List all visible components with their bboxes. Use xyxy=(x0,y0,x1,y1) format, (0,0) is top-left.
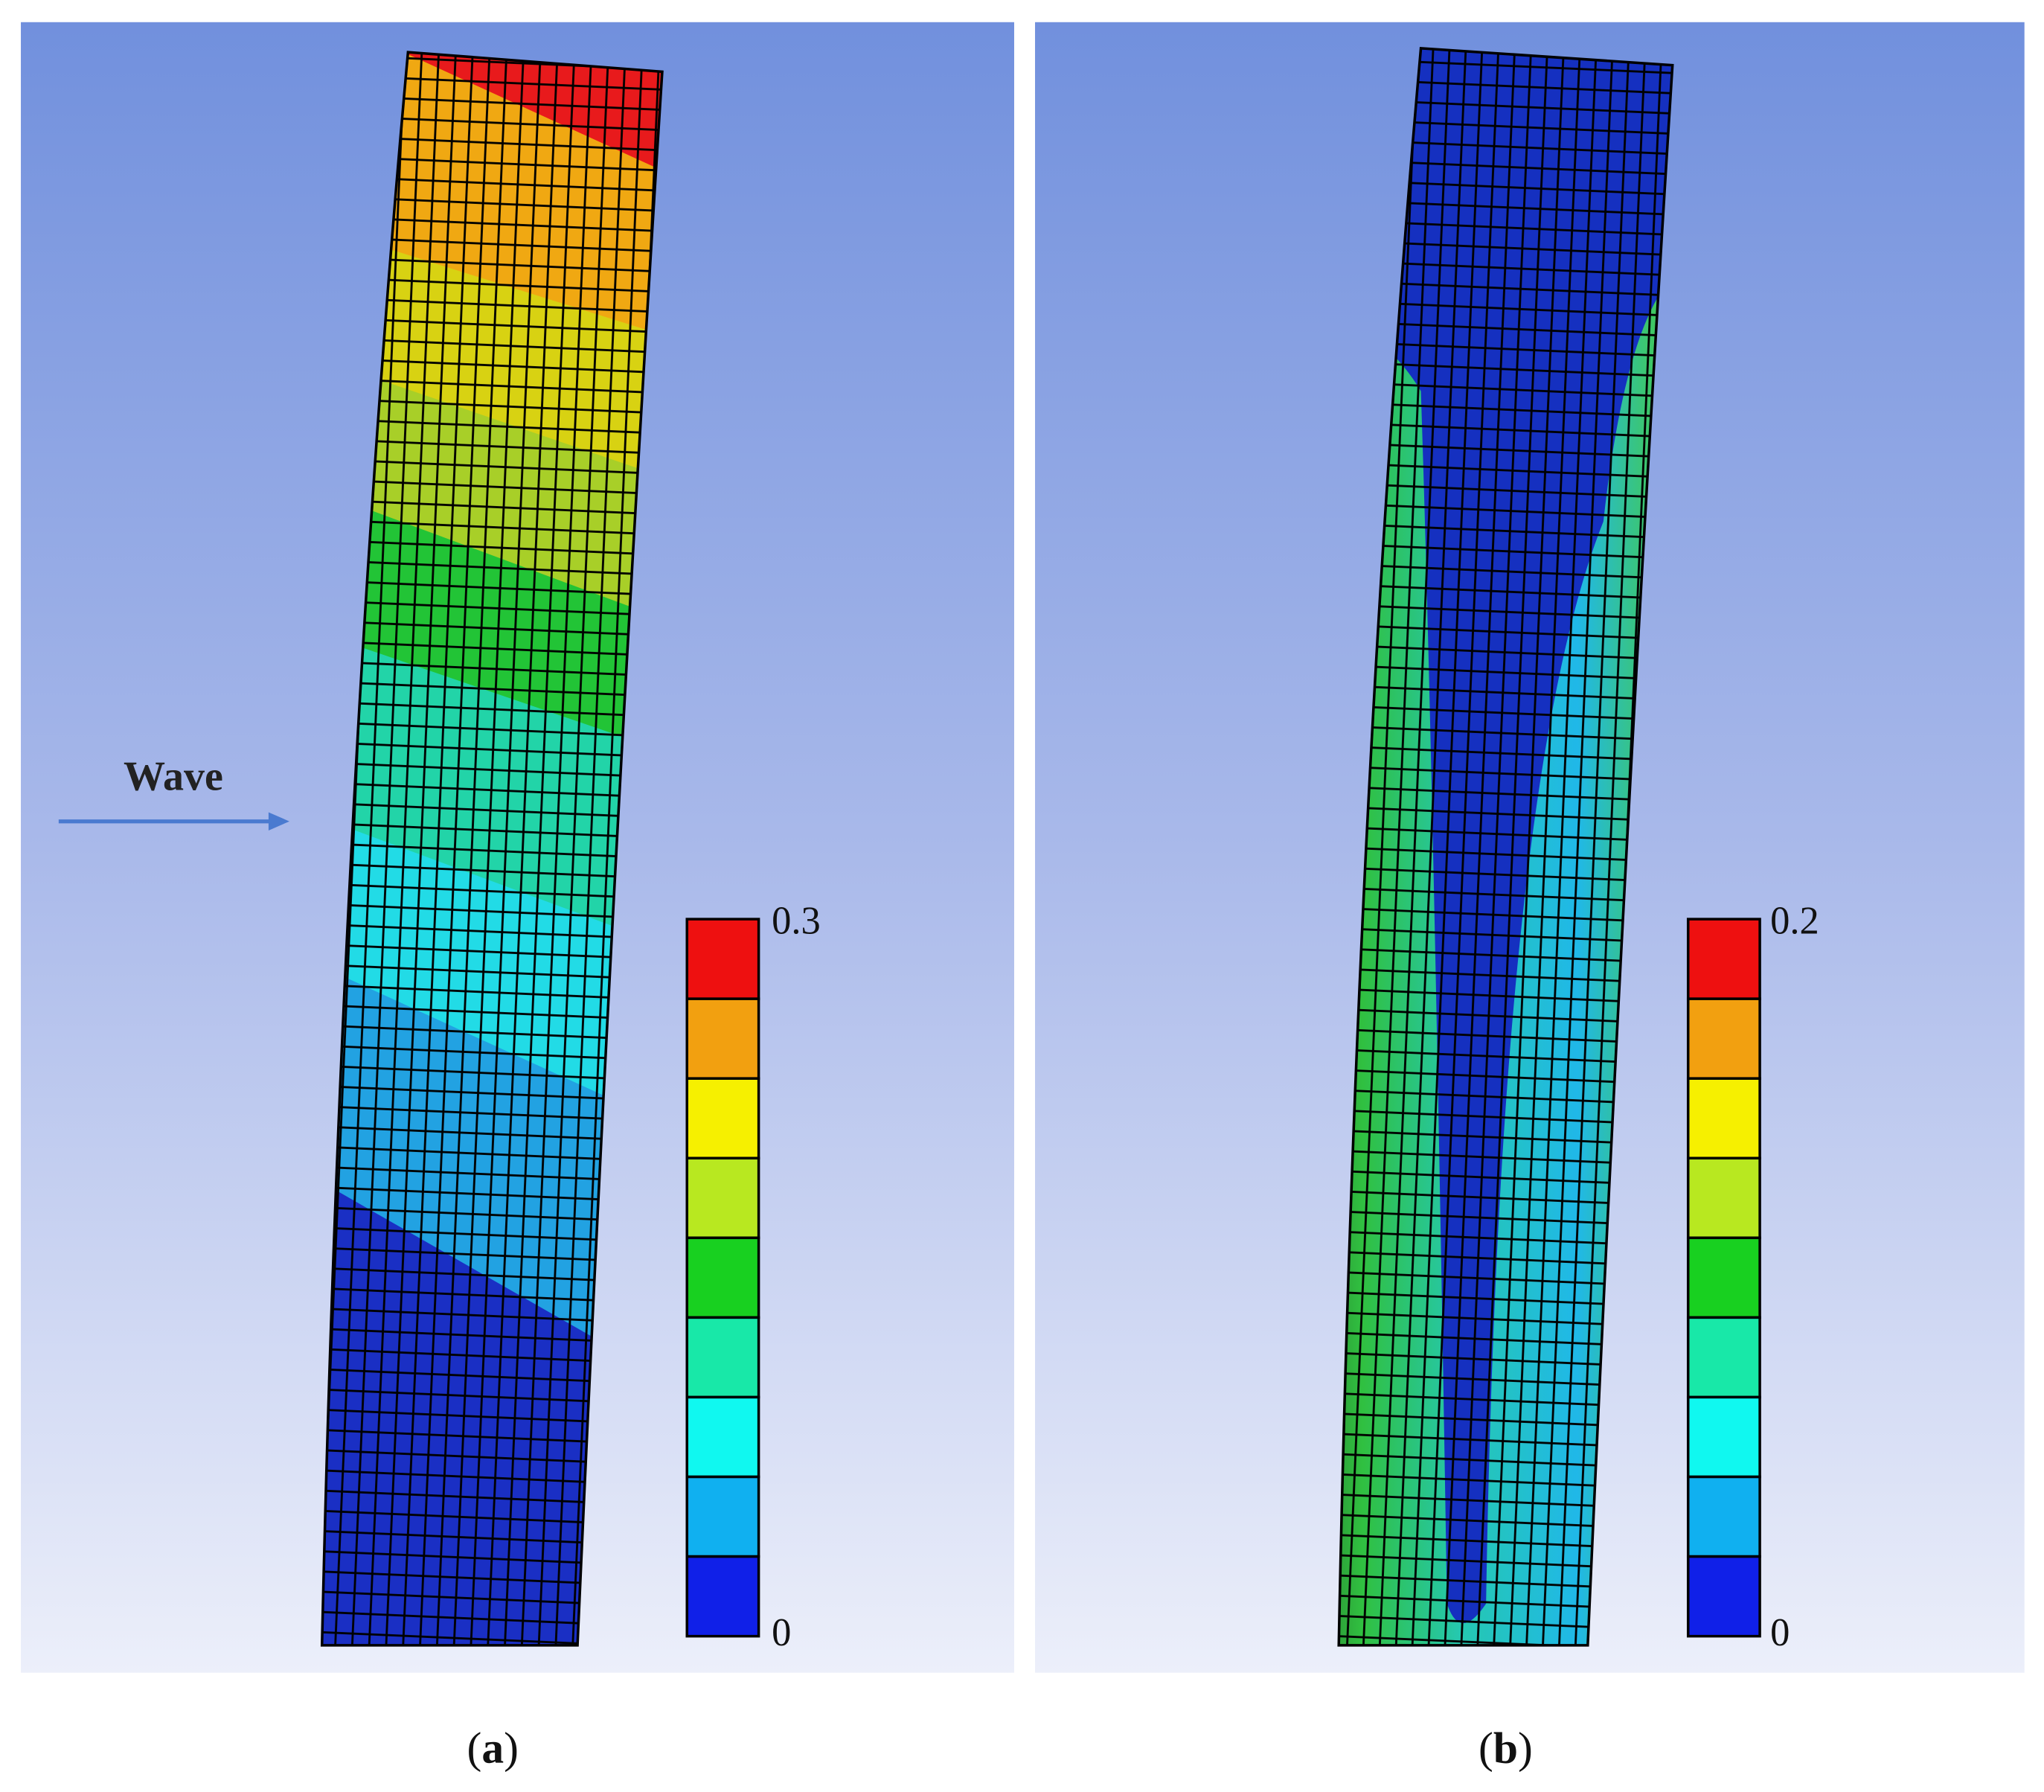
legend-swatch xyxy=(1686,1555,1761,1638)
legend-swatch xyxy=(685,918,760,1000)
wave-label: Wave xyxy=(124,754,223,800)
caption-open: ( xyxy=(1478,1724,1493,1773)
caption-close: ) xyxy=(504,1724,519,1773)
caption-close: ) xyxy=(1518,1724,1533,1773)
legend-min: 0 xyxy=(772,1611,791,1654)
legend-swatch xyxy=(685,1475,760,1558)
legend-swatch xyxy=(685,1395,760,1479)
legend-max: 0.2 xyxy=(1770,899,1819,942)
legend-swatch xyxy=(1686,1156,1761,1240)
caption: (a) xyxy=(467,1724,518,1773)
legend-swatch xyxy=(685,1555,760,1638)
cylinder-outline xyxy=(1337,46,1674,1647)
legend-max: 0.3 xyxy=(772,899,821,942)
caption-open: ( xyxy=(467,1724,481,1773)
legend-swatch xyxy=(685,1316,760,1399)
caption-letter: a xyxy=(481,1724,504,1773)
legend-swatch xyxy=(685,1236,760,1319)
legend-swatch xyxy=(1686,1077,1761,1160)
legend-swatch xyxy=(1686,997,1761,1080)
legend-swatch xyxy=(1686,1475,1761,1558)
legend-swatch xyxy=(1686,1316,1761,1399)
legend-swatch xyxy=(685,997,760,1080)
legend-swatch xyxy=(1686,1236,1761,1319)
caption: (b) xyxy=(1478,1724,1533,1773)
caption-letter: b xyxy=(1493,1724,1518,1773)
cylinder-outline xyxy=(320,51,664,1647)
legend-swatch xyxy=(685,1077,760,1160)
legend-swatch xyxy=(685,1156,760,1240)
legend-swatch xyxy=(1686,1395,1761,1479)
wave-arrow-head xyxy=(268,812,289,831)
legend-swatch xyxy=(1686,918,1761,1000)
legend-min: 0 xyxy=(1770,1611,1790,1654)
